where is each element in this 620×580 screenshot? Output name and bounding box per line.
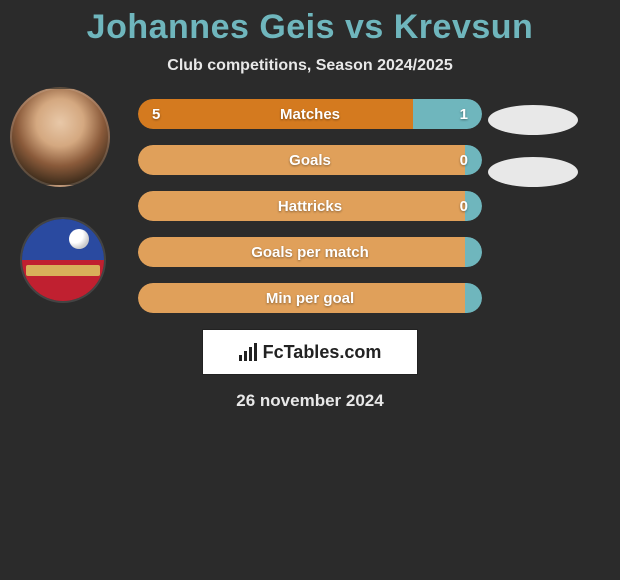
subtitle: Club competitions, Season 2024/2025: [0, 57, 620, 75]
metric-label: Goals per match: [138, 237, 482, 267]
player1-avatar: [10, 87, 110, 187]
player-avatars: [10, 87, 110, 303]
brand-text: FcTables.com: [263, 342, 382, 363]
player2-value: 0: [460, 191, 468, 221]
metric-label: Matches: [138, 99, 482, 129]
metric-row: Hattricks0: [138, 191, 482, 221]
metric-row: Goals0: [138, 145, 482, 175]
metric-row: Min per goal: [138, 283, 482, 313]
player2-value: 0: [460, 145, 468, 175]
player2-value: 1: [460, 99, 468, 129]
metric-label: Hattricks: [138, 191, 482, 221]
metric-label: Min per goal: [138, 283, 482, 313]
bar-chart-icon: [239, 343, 257, 361]
brand-footer[interactable]: FcTables.com: [202, 329, 418, 375]
comparison-card: Johannes Geis vs Krevsun Club competitio…: [0, 0, 620, 411]
metric-row: Goals per match: [138, 237, 482, 267]
badge-ball-icon: [69, 229, 89, 249]
chart-area: Matches51Goals0Hattricks0Goals per match…: [0, 99, 620, 313]
metric-label: Goals: [138, 145, 482, 175]
player2-club-placeholder: [488, 157, 578, 187]
player1-club-badge: [20, 217, 106, 303]
badge-banner: [26, 265, 100, 276]
comparison-bars: Matches51Goals0Hattricks0Goals per match…: [138, 99, 482, 313]
player2-avatars: [488, 105, 578, 209]
badge-top: [22, 219, 104, 260]
page-title: Johannes Geis vs Krevsun: [0, 8, 620, 47]
player1-value: 5: [152, 99, 160, 129]
date-text: 26 november 2024: [0, 391, 620, 411]
player2-avatar-placeholder: [488, 105, 578, 135]
metric-row: Matches5 1: [138, 99, 482, 129]
